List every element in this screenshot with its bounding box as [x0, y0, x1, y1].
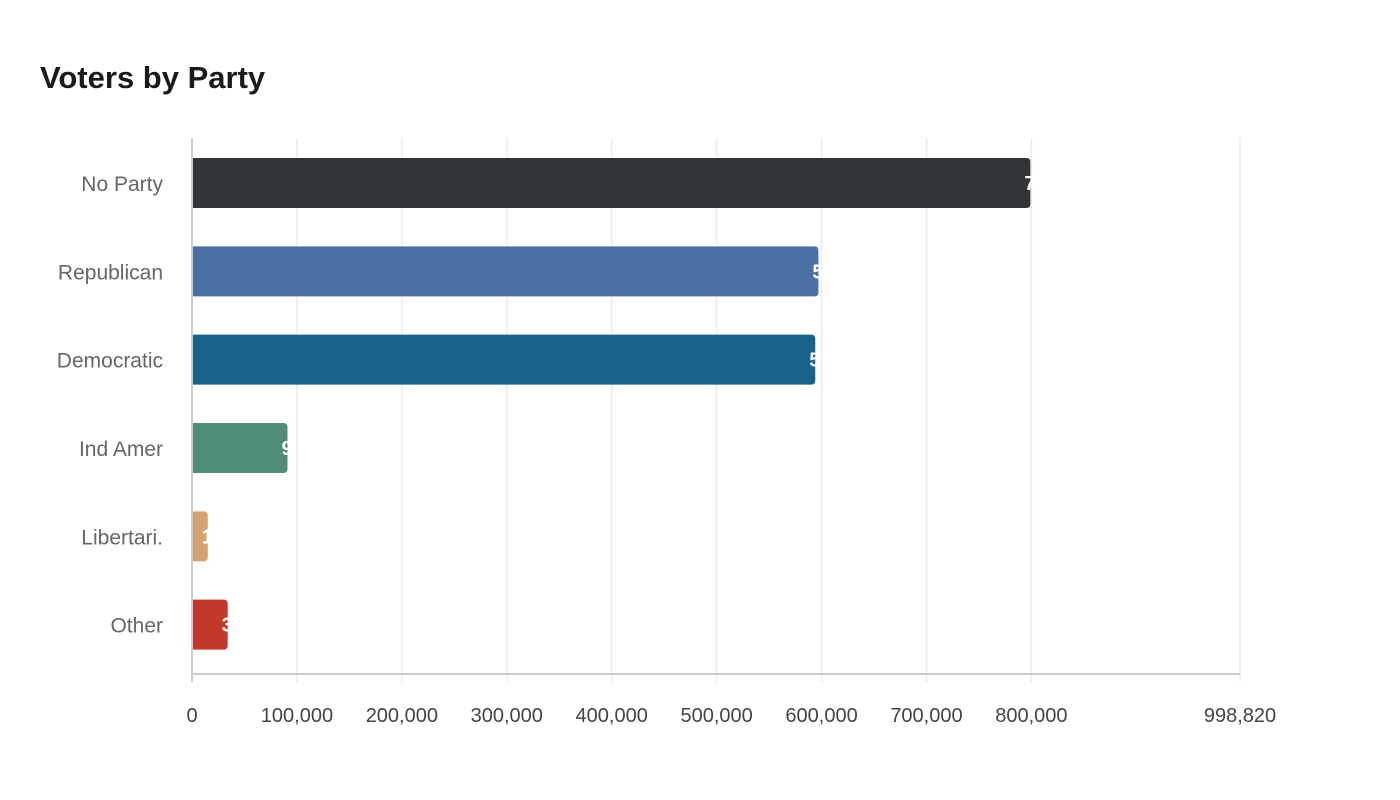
x-tick-label: 998,820	[1204, 705, 1276, 727]
bar-value-label: 9	[281, 438, 292, 460]
category-label: Democratic	[57, 350, 163, 373]
bar-value-label: 5	[809, 350, 820, 372]
x-tick-label: 400,000	[576, 705, 648, 727]
bar-value-label: 3	[222, 615, 233, 637]
x-tick-label: 500,000	[680, 705, 752, 727]
bar-other	[192, 599, 228, 650]
bar-republican	[192, 246, 819, 297]
x-tick-label: 0	[186, 705, 197, 727]
bar-ind-amer	[192, 423, 288, 473]
bar-democratic	[192, 334, 816, 385]
x-tick-label: 100,000	[261, 705, 333, 727]
x-tick-label: 700,000	[890, 705, 962, 727]
x-tick-label: 200,000	[366, 705, 438, 727]
x-tick-label: 800,000	[995, 705, 1067, 727]
bar-libertari	[192, 511, 208, 562]
category-label: Ind Amer	[79, 438, 163, 461]
bar-value-label: 5	[812, 261, 823, 283]
grid-layer	[191, 138, 1241, 682]
bar-no-party	[192, 158, 1031, 208]
axis-layer: 0 100,000 200,000 300,000 400,000 500,000 600,…	[57, 138, 1276, 727]
category-label: No Party	[81, 173, 163, 196]
chart-title: Voters by Party	[40, 60, 266, 95]
category-label: Other	[110, 615, 163, 638]
category-label: Libertari.	[81, 526, 163, 549]
bar-value-label: 1	[202, 526, 213, 548]
x-tick-label: 600,000	[785, 705, 857, 727]
bar-value-label: 7	[1024, 173, 1035, 195]
category-label: Republican	[58, 261, 163, 284]
x-tick-label: 300,000	[471, 705, 543, 727]
